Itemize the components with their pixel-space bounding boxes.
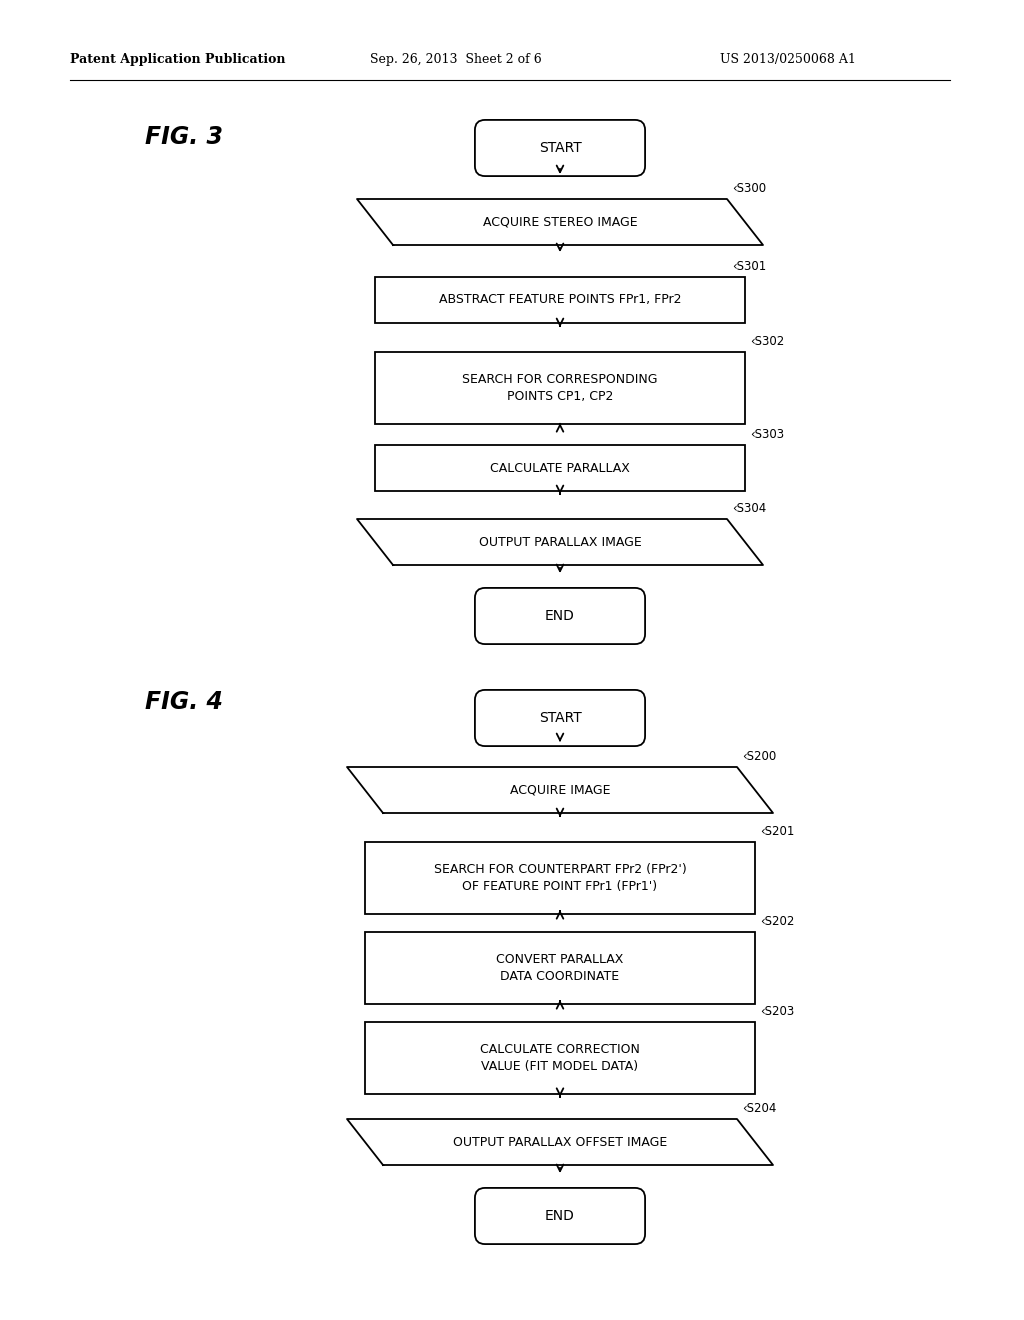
Text: ACQUIRE IMAGE: ACQUIRE IMAGE — [510, 784, 610, 796]
Polygon shape — [357, 199, 763, 246]
Text: ‹S300: ‹S300 — [732, 182, 766, 195]
Text: OUTPUT PARALLAX IMAGE: OUTPUT PARALLAX IMAGE — [478, 536, 641, 549]
FancyBboxPatch shape — [475, 1188, 645, 1243]
Text: ‹S201: ‹S201 — [760, 825, 795, 838]
Text: ‹S304: ‹S304 — [732, 502, 766, 515]
FancyBboxPatch shape — [475, 587, 645, 644]
Text: ‹S200: ‹S200 — [742, 750, 776, 763]
Text: ‹S301: ‹S301 — [732, 260, 766, 273]
Text: Patent Application Publication: Patent Application Publication — [70, 54, 286, 66]
Polygon shape — [347, 1119, 773, 1166]
Text: US 2013/0250068 A1: US 2013/0250068 A1 — [720, 54, 856, 66]
Text: END: END — [545, 609, 574, 623]
Text: CALCULATE CORRECTION
VALUE (FIT MODEL DATA): CALCULATE CORRECTION VALUE (FIT MODEL DA… — [480, 1043, 640, 1073]
FancyBboxPatch shape — [475, 690, 645, 746]
FancyBboxPatch shape — [475, 120, 645, 176]
Text: SEARCH FOR COUNTERPART FPr2 (FPr2')
OF FEATURE POINT FPr1 (FPr1'): SEARCH FOR COUNTERPART FPr2 (FPr2') OF F… — [433, 863, 686, 894]
Text: Sep. 26, 2013  Sheet 2 of 6: Sep. 26, 2013 Sheet 2 of 6 — [370, 54, 542, 66]
Text: ACQUIRE STEREO IMAGE: ACQUIRE STEREO IMAGE — [482, 215, 637, 228]
Text: FIG. 4: FIG. 4 — [145, 690, 223, 714]
Text: SEARCH FOR CORRESPONDING
POINTS CP1, CP2: SEARCH FOR CORRESPONDING POINTS CP1, CP2 — [462, 374, 657, 403]
Text: OUTPUT PARALLAX OFFSET IMAGE: OUTPUT PARALLAX OFFSET IMAGE — [453, 1135, 667, 1148]
Text: CONVERT PARALLAX
DATA COORDINATE: CONVERT PARALLAX DATA COORDINATE — [497, 953, 624, 983]
Text: CALCULATE PARALLAX: CALCULATE PARALLAX — [490, 462, 630, 474]
Text: ‹S302: ‹S302 — [750, 335, 784, 348]
Text: END: END — [545, 1209, 574, 1224]
Text: START: START — [539, 711, 582, 725]
Text: ‹S303: ‹S303 — [750, 428, 784, 441]
Bar — [375, 352, 745, 424]
Text: ABSTRACT FEATURE POINTS FPr1, FPr2: ABSTRACT FEATURE POINTS FPr1, FPr2 — [438, 293, 681, 306]
Text: ‹S202: ‹S202 — [760, 915, 795, 928]
Bar — [365, 932, 755, 1005]
Text: FIG. 3: FIG. 3 — [145, 125, 223, 149]
Bar — [365, 842, 755, 913]
Text: START: START — [539, 141, 582, 154]
Polygon shape — [357, 519, 763, 565]
Bar — [365, 1022, 755, 1094]
Polygon shape — [347, 767, 773, 813]
Text: ‹S203: ‹S203 — [760, 1005, 795, 1018]
Bar — [375, 277, 745, 323]
Text: ‹S204: ‹S204 — [742, 1102, 776, 1115]
Bar — [375, 445, 745, 491]
